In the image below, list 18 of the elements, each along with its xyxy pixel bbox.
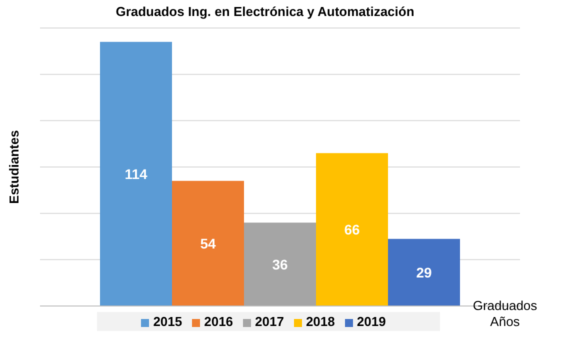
data-label: 29 — [416, 264, 432, 280]
legend-label: 2019 — [356, 314, 386, 329]
bar — [172, 180, 244, 306]
bar — [316, 153, 388, 306]
legend-label: 2017 — [255, 314, 284, 329]
bar — [244, 222, 316, 306]
legend-label: 2018 — [306, 314, 335, 329]
data-label: 54 — [200, 235, 216, 252]
chart-title: Graduados Ing. en Electrónica y Automatización — [114, 4, 416, 19]
y-axis-title: Estudiantes — [6, 130, 22, 204]
bar — [100, 42, 172, 306]
x-axis-title: Graduados Años — [472, 298, 538, 330]
bar — [388, 238, 460, 306]
legend-label: 2016 — [204, 314, 234, 329]
data-label: 66 — [344, 222, 360, 238]
data-label: 36 — [272, 256, 288, 272]
legend-label: 2015 — [153, 314, 182, 329]
data-label: 114 — [124, 166, 148, 182]
